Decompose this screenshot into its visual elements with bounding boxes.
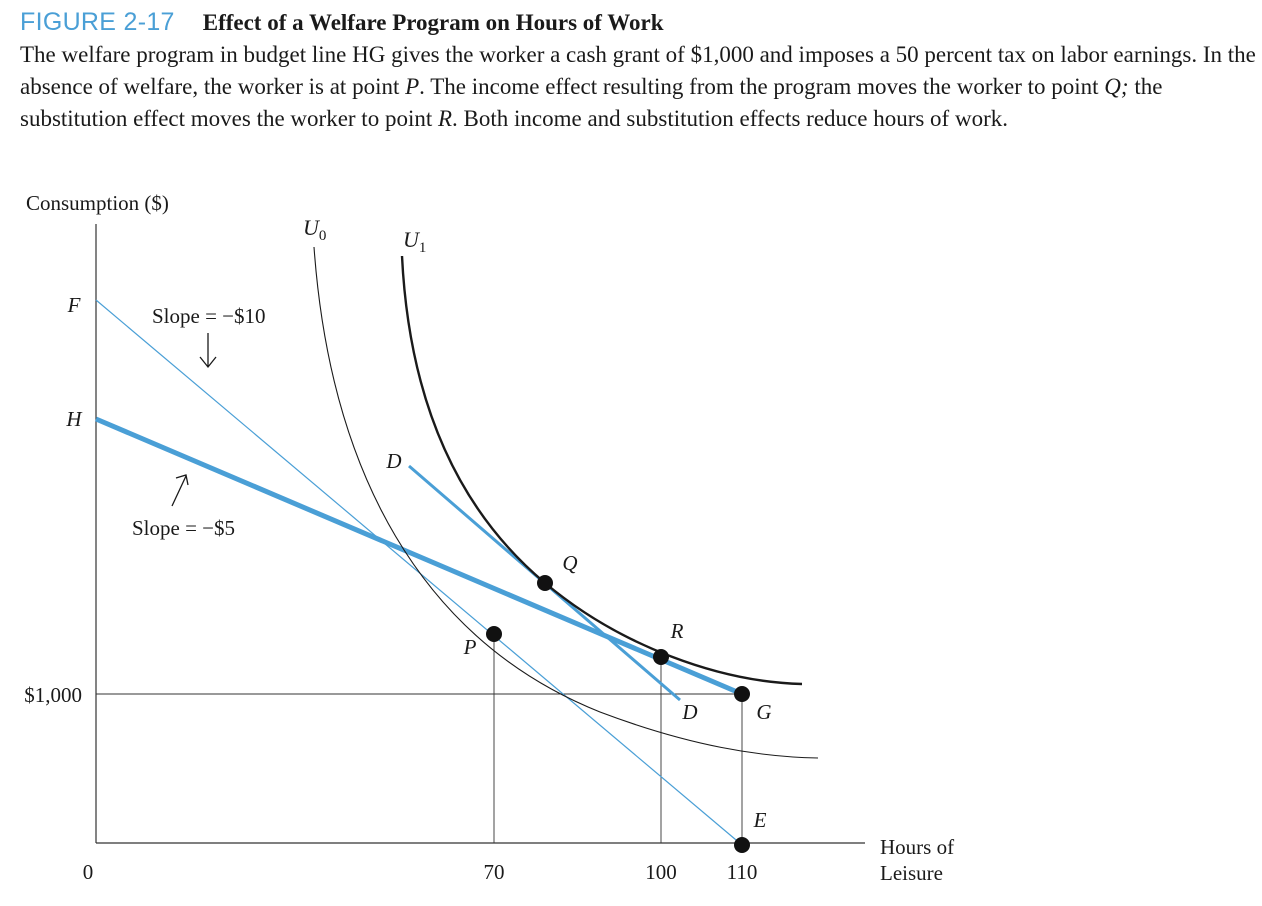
indifference-curve-u1	[400, 255, 803, 686]
point-q	[537, 575, 553, 591]
caption-part: . The income effect resulting from the p…	[419, 74, 1105, 99]
point-p	[486, 626, 502, 642]
point-label-g: G	[756, 700, 771, 724]
tangent-label: D	[681, 700, 697, 724]
indifference-curve-u0	[313, 246, 819, 759]
point-label-r: R	[670, 619, 684, 643]
x-axis-title-line: Leisure	[880, 861, 943, 885]
x-tick-label: 70	[484, 860, 505, 884]
figure-title: Effect of a Welfare Program on Hours of …	[202, 10, 664, 35]
figure-title-line: FIGURE 2-17 Effect of a Welfare Program o…	[20, 6, 1256, 39]
caption-part: Q;	[1104, 74, 1129, 99]
slope-label-fe: Slope = −$10	[152, 304, 266, 328]
point-label-p: P	[463, 635, 477, 659]
x-tick-label: 110	[727, 860, 758, 884]
y-axis-point-label: H	[65, 407, 83, 431]
caption-part: R	[437, 106, 453, 131]
point-r	[653, 649, 669, 665]
y-axis-point-label: F	[67, 293, 81, 317]
figure-header: FIGURE 2-17 Effect of a Welfare Program o…	[20, 6, 1256, 135]
slope-arrow-hg	[171, 474, 189, 507]
curve-label: U0	[303, 215, 326, 244]
point-label-e: E	[753, 808, 767, 832]
origin-label: 0	[83, 860, 94, 884]
caption-part: . Both income and substitution effects r…	[452, 106, 1008, 131]
y-tick-label: $1,000	[24, 683, 82, 707]
slope-label-hg: Slope = −$5	[132, 516, 235, 540]
x-axis-title-line: Hours of	[880, 835, 954, 859]
point-label-q: Q	[562, 551, 577, 575]
caption-part: the substitution effect moves the worker…	[20, 74, 1163, 131]
caption-part: The welfare program in budget line HG gi…	[20, 42, 1256, 99]
slope-arrow-fe	[199, 333, 217, 369]
x-tick-label: 100	[645, 860, 677, 884]
caption-part: P	[405, 74, 420, 99]
budget-line-hg	[95, 416, 743, 697]
y-axis-title: Consumption ($)	[26, 191, 169, 215]
curve-label: U1	[403, 227, 426, 256]
curve-label-subscript: 1	[419, 240, 427, 256]
point-g	[734, 686, 750, 702]
curve-label-subscript: 0	[319, 228, 327, 244]
point-e	[734, 837, 750, 853]
figure-caption: The welfare program in budget line HG gi…	[20, 39, 1256, 135]
tangent-label: D	[385, 449, 401, 473]
figure-number: FIGURE 2-17	[20, 8, 175, 36]
